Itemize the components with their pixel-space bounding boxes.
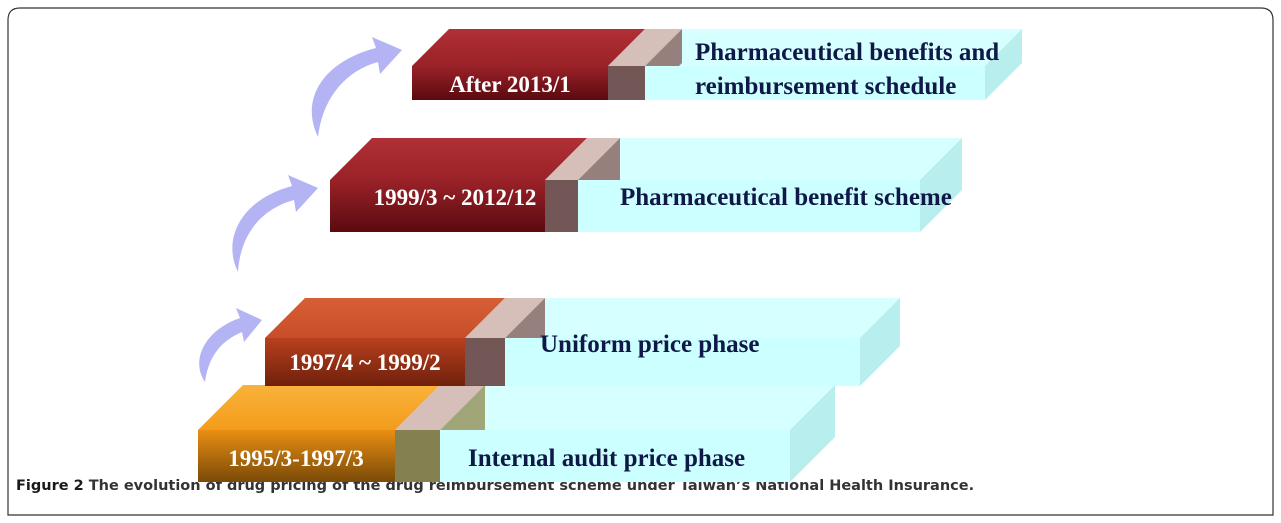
bar-front — [265, 338, 465, 386]
bar-top — [412, 29, 645, 66]
bar-end — [790, 385, 835, 482]
stage-period: 1999/3 ~ 2012/12 — [374, 185, 537, 210]
stage-phase: reimbursement schedule — [695, 73, 956, 100]
bar-top — [198, 385, 440, 430]
bar-top — [330, 138, 587, 180]
bar-cyan — [578, 180, 920, 232]
bar-top — [265, 298, 505, 338]
bar-top — [545, 138, 620, 180]
bar-top — [505, 298, 900, 338]
frame — [7, 7, 1274, 516]
bar-cyan — [505, 338, 860, 386]
bar-front — [412, 66, 608, 100]
stage: 1997/4 ~ 1999/2 Uniform price phase — [265, 298, 900, 386]
bar-top — [578, 138, 962, 180]
arrows — [199, 37, 402, 382]
stage-period: 1997/4 ~ 1999/2 — [289, 350, 440, 375]
stage-phase: Pharmaceutical benefit scheme — [620, 184, 952, 211]
stage-phase: Internal audit price phase — [468, 445, 745, 472]
stage: 1995/3-1997/3 Internal audit price phase — [198, 385, 835, 482]
bar-cyan — [440, 430, 790, 482]
bar-end — [985, 29, 1022, 100]
bar-end — [920, 138, 962, 232]
bar-joint — [465, 338, 505, 386]
bar-top — [395, 385, 485, 430]
stage-phase: Pharmaceutical benefits and — [695, 39, 999, 66]
bar-front — [198, 430, 395, 482]
bar-top — [608, 29, 682, 66]
bar-front — [330, 180, 545, 232]
bar-top — [645, 29, 1022, 66]
stage-phase: Uniform price phase — [540, 331, 759, 358]
bar-top — [465, 298, 545, 338]
bar-end — [860, 298, 900, 386]
bar-top — [440, 385, 835, 430]
stage-period: 1995/3-1997/3 — [228, 446, 363, 471]
stage: 1999/3 ~ 2012/12 Pharmaceutical benefit s… — [330, 138, 962, 232]
bar-cyan — [645, 66, 985, 100]
bar-joint — [545, 180, 578, 232]
stage-period: After 2013/1 — [449, 72, 571, 97]
bar-joint — [395, 430, 440, 482]
caption-label: Figure 2 — [16, 478, 84, 494]
bar-joint — [608, 66, 645, 100]
stage: After 2013/1 Pharmaceutical benefits and r… — [412, 29, 1022, 100]
